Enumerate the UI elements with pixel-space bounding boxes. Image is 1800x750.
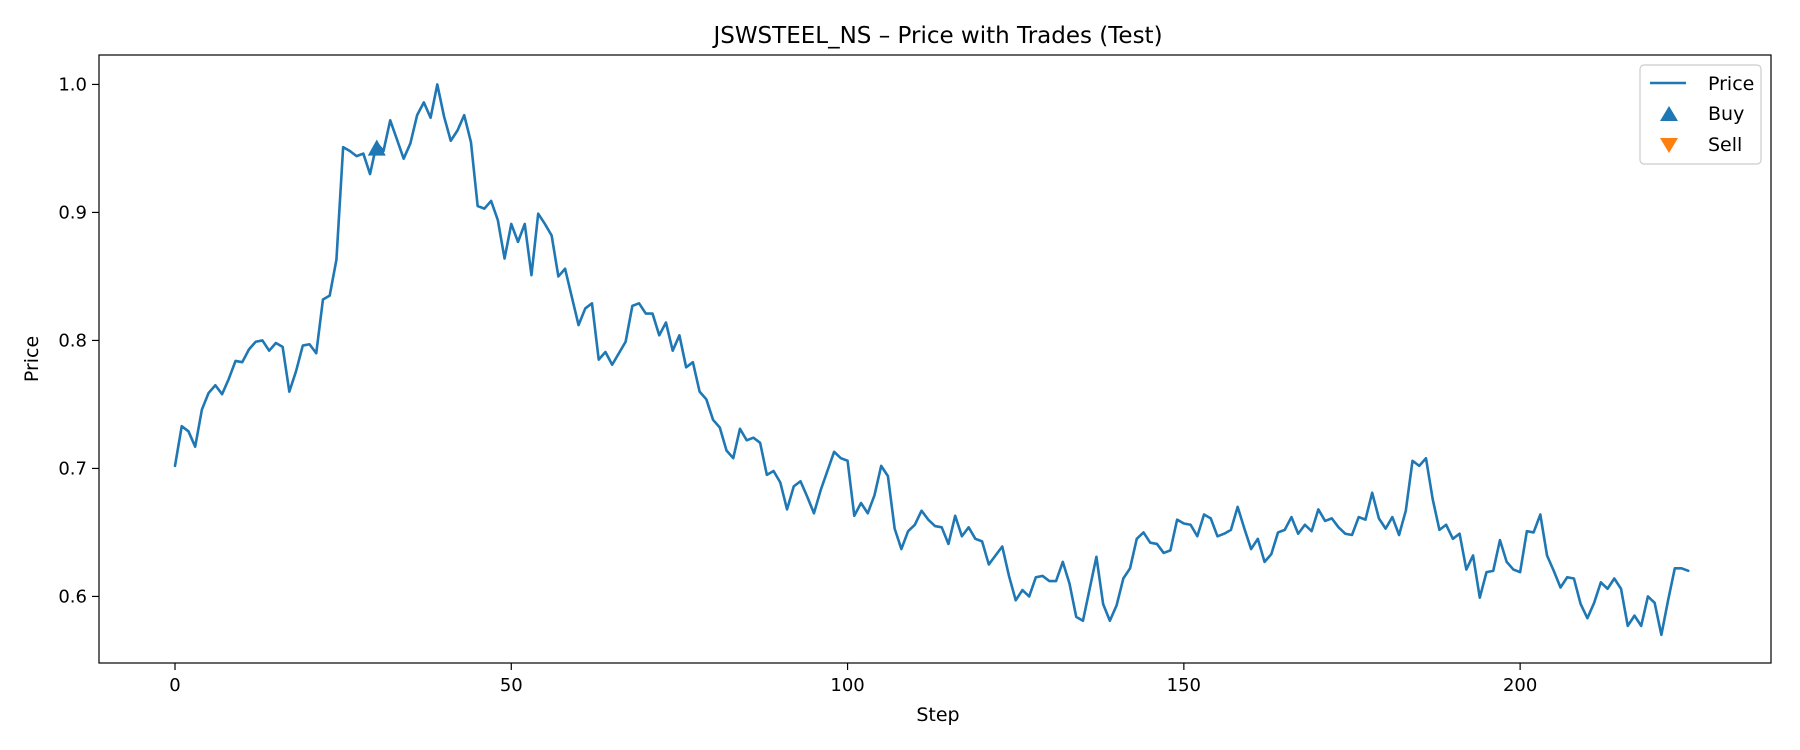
x-tick-label: 100 [830, 675, 864, 696]
y-tick-label: 0.9 [58, 202, 87, 223]
y-tick-label: 0.8 [58, 330, 87, 351]
x-tick-label: 0 [169, 675, 180, 696]
x-tick-label: 200 [1503, 675, 1537, 696]
y-tick-label: 1.0 [58, 74, 87, 95]
legend-price-label: Price [1708, 73, 1754, 95]
x-axis-label: Step [916, 704, 959, 726]
legend: Price Buy Sell [1640, 65, 1761, 164]
y-tick-label: 0.6 [58, 586, 87, 607]
legend-sell-label: Sell [1708, 134, 1742, 156]
chart-title: JSWSTEEL_NS – Price with Trades (Test) [711, 23, 1162, 49]
y-axis-label: Price [21, 336, 43, 382]
x-tick-label: 50 [500, 675, 523, 696]
x-tick-label: 150 [1167, 675, 1201, 696]
y-tick-label: 0.7 [58, 458, 87, 479]
legend-buy-label: Buy [1708, 103, 1744, 125]
